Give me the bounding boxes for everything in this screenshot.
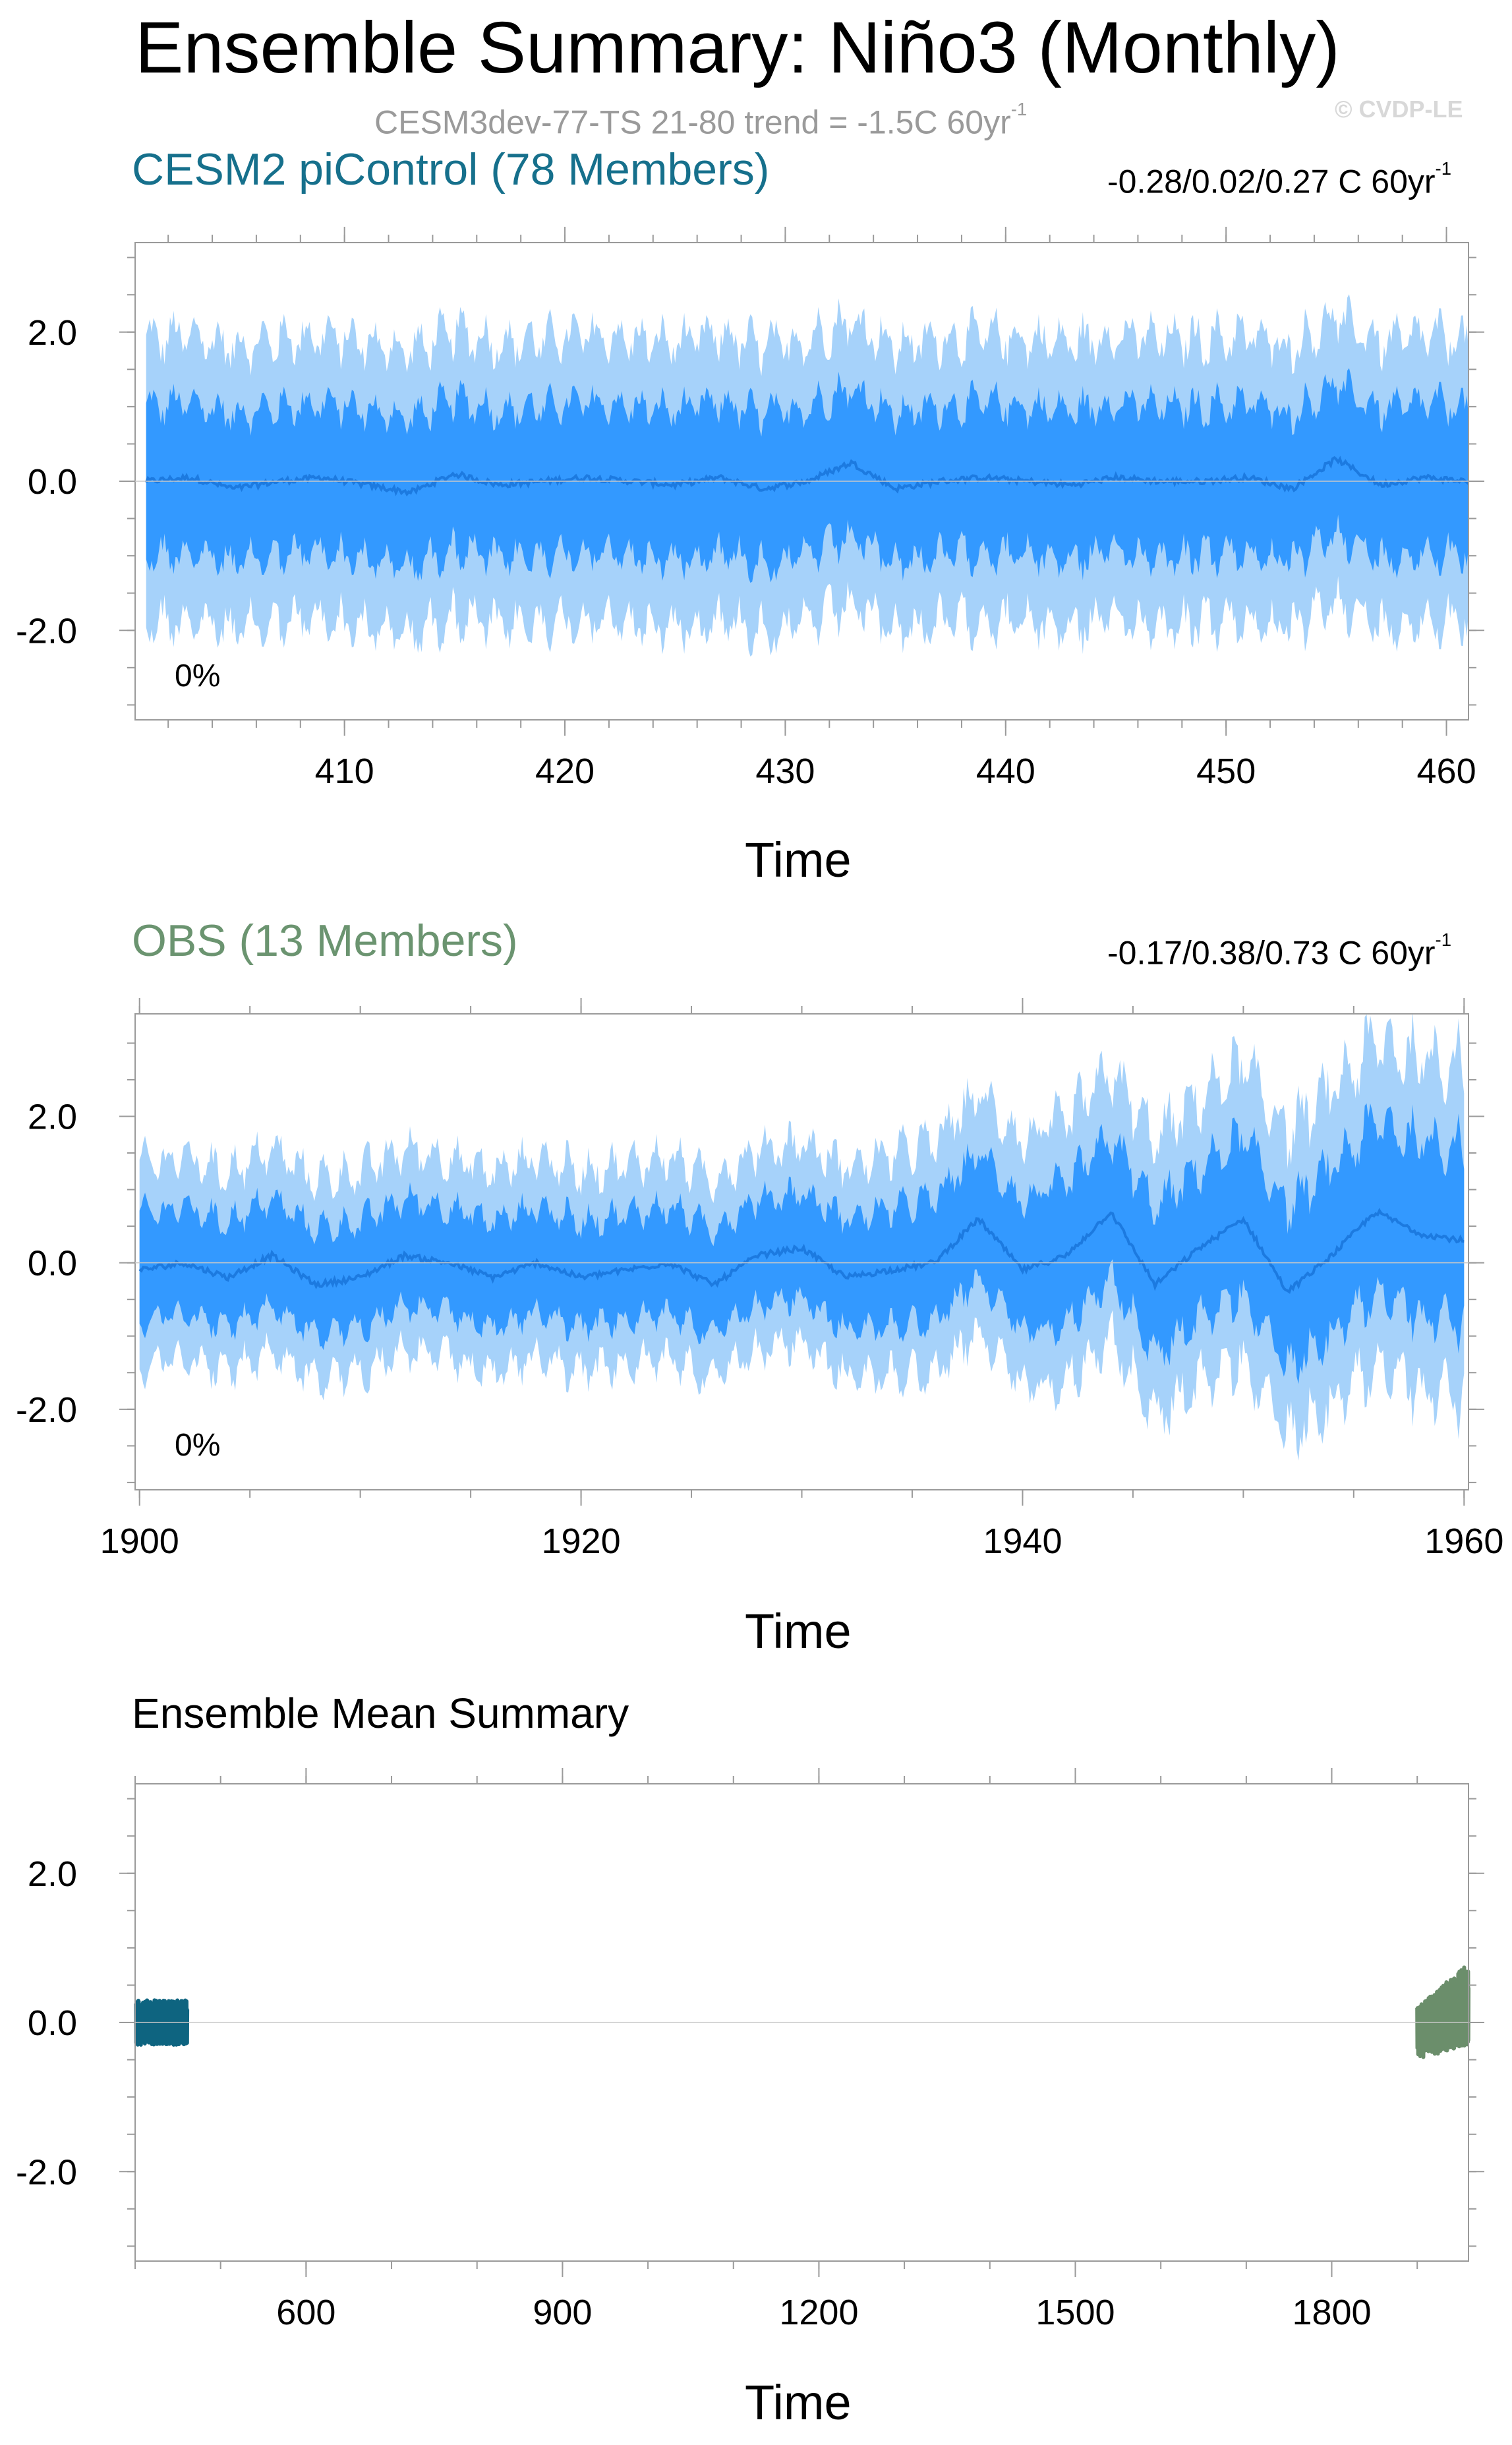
y-tick-label: 0.0 [28,462,77,502]
panel1-xlabel: Time [745,833,852,887]
panel1-trend-text: -0.28/0.02/0.27 C 60yr [1107,163,1436,200]
x-tick-label: 1940 [983,1521,1062,1561]
subtitle-exponent: -1 [1010,99,1028,119]
panel1-trend: -0.28/0.02/0.27 C 60yr-1 [1107,158,1451,201]
panel2-series [138,1014,1465,1461]
x-tick-label: 1200 [779,2293,858,2332]
panel1-trend-exponent: -1 [1435,158,1451,179]
x-tick-label: 440 [976,751,1035,791]
y-tick-label: 0.0 [28,1244,77,1283]
y-tick-label: 2.0 [28,313,77,353]
panel2-trend-text: -0.17/0.38/0.73 C 60yr [1107,934,1436,972]
x-tick-label: 1960 [1424,1521,1503,1561]
y-tick-label: 0.0 [28,2003,77,2043]
inner-spread-band [146,368,1468,583]
summary-series-obs [1415,1965,1470,2059]
inner-spread-band [139,1103,1465,1384]
x-tick-label: 1900 [100,1521,179,1561]
panel1-series [144,294,1468,657]
x-tick-label: 900 [533,2293,592,2332]
panel2-title: OBS (13 Members) [132,916,518,966]
y-tick-label: -2.0 [16,611,77,651]
panel3-title: Ensemble Mean Summary [132,1690,629,1737]
panel2-trend-exponent: -1 [1435,929,1451,950]
x-tick-label: 1500 [1035,2293,1115,2332]
ensemble-mean-line [138,1208,1465,1294]
panel1-percent: 0% [175,659,221,693]
y-tick-label: 2.0 [28,1098,77,1137]
panel2-trend: -0.17/0.38/0.73 C 60yr-1 [1107,929,1451,972]
ensemble-mean-line [144,456,1468,497]
panel2-percent: 0% [175,1428,221,1463]
x-tick-label: 600 [276,2293,335,2332]
x-tick-label: 430 [755,751,815,791]
x-tick-label: 1920 [541,1521,620,1561]
x-tick-label: 410 [315,751,374,791]
summary-series-cesm [134,1998,190,2047]
panel1-title: CESM2 piControl (78 Members) [132,144,770,194]
panel1-plot: 410 420 430 440 450 460 2.0 0.0 -2.0 [16,227,1484,791]
panel2-xlabel: Time [745,1604,852,1659]
subtitle: CESM3dev-77-TS 21-80 trend = -1.5C 60yr-… [374,99,1027,142]
y-tick-label: -2.0 [16,2152,77,2192]
x-tick-label: 450 [1196,751,1256,791]
panel2-plot: 1900 1920 1940 1960 2.0 0.0 -2.0 [16,998,1503,1561]
x-tick-label: 1800 [1292,2293,1371,2332]
panel3-xlabel: Time [745,2375,852,2430]
y-tick-label: 2.0 [28,1854,77,1894]
main-title: Ensemble Summary: Niño3 (Monthly) [135,7,1340,88]
y-tick-label: -2.0 [16,1390,77,1430]
x-tick-label: 420 [535,751,595,791]
panel3-plot: 600 900 1200 1500 1800 2.0 0.0 -2.0 [16,1768,1484,2332]
x-tick-label: 460 [1417,751,1476,791]
subtitle-text: CESM3dev-77-TS 21-80 trend = -1.5C 60yr [374,103,1011,141]
watermark: © CVDP-LE [1335,96,1463,123]
